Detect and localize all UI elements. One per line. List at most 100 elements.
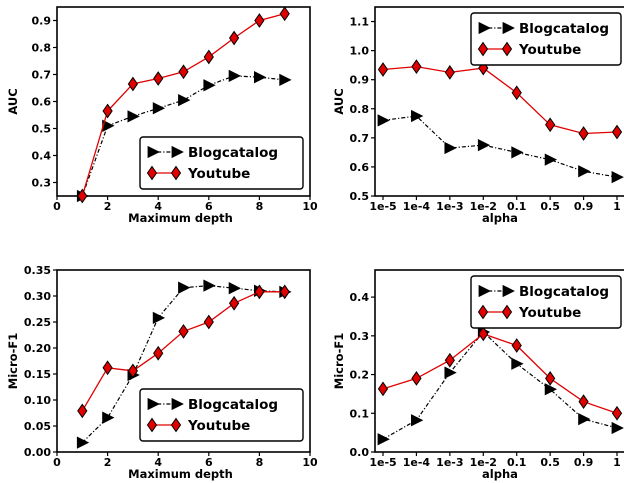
data-point-youtube — [228, 295, 240, 311]
legend-marker-blogcatalog — [147, 397, 160, 411]
data-point-youtube — [444, 65, 455, 80]
data-point-blogcatalog — [611, 170, 624, 184]
data-point-youtube — [228, 30, 240, 46]
y-tick-label: 0.30 — [24, 290, 51, 303]
data-point-blogcatalog — [228, 69, 241, 82]
data-point-youtube — [279, 6, 290, 22]
x-tick-label: 0.1 — [507, 456, 527, 469]
legend: Blogcatalog Youtube — [139, 136, 304, 190]
legend-marker-youtube — [501, 41, 513, 57]
series-line-blogcatalog — [382, 331, 618, 440]
data-point-youtube — [77, 403, 88, 419]
y-tick-label: 0.6 — [32, 96, 52, 109]
data-point-blogcatalog — [578, 165, 591, 178]
data-point-blogcatalog — [511, 357, 524, 370]
data-point-blogcatalog — [152, 311, 166, 324]
legend-marker-blogcatalog — [171, 145, 184, 159]
legend-marker-youtube — [501, 304, 513, 320]
x-axis-label: alpha — [482, 211, 518, 225]
y-tick-label: 0.4 — [350, 291, 370, 304]
data-point-youtube — [77, 188, 88, 204]
data-point-youtube — [254, 284, 265, 300]
series-line-youtube — [382, 65, 618, 135]
y-tick-label: 0.05 — [24, 420, 51, 433]
y-tick-label: 0.5 — [32, 123, 52, 136]
legend-marker-blogcatalog — [502, 284, 515, 298]
x-tick-label: 1 — [613, 200, 621, 213]
data-point-blogcatalog — [203, 79, 216, 92]
series-line-youtube — [382, 333, 618, 414]
legend-label-youtube: Youtube — [187, 418, 250, 434]
chart-panel-top-right-auc-alpha: 0.5 0.6 0.7 0.8 0.9 1.0 1.1 1e-5 1e-4 1e-3 1e-2 0.1… — [332, 6, 624, 225]
data-point-blogcatalog — [544, 383, 558, 396]
y-tick-label: 0.9 — [350, 74, 370, 87]
x-axis-label: Maximum depth — [128, 467, 233, 481]
legend-label-youtube: Youtube — [518, 305, 581, 321]
data-point-youtube — [545, 117, 556, 133]
legend-marker-blogcatalog — [502, 21, 515, 35]
chart-panel-top-left-auc-depth: 0.3 0.4 0.5 0.6 0.7 0.8 0.9 0 2 4 6 8 10 Maximum dept… — [6, 6, 318, 225]
data-point-youtube — [127, 76, 139, 92]
data-point-youtube — [611, 405, 623, 421]
legend-label-youtube: Youtube — [518, 42, 581, 58]
data-point-youtube — [377, 62, 389, 77]
legend-marker-youtube — [477, 41, 489, 57]
y-tick-label: 0.5 — [350, 190, 370, 203]
legend-marker-youtube — [146, 165, 158, 181]
x-tick-label: 2 — [104, 200, 112, 213]
legend-label-blogcatalog: Blogcatalog — [188, 145, 278, 161]
data-point-youtube — [611, 124, 623, 140]
y-axis-label: AUC — [6, 88, 20, 114]
x-tick-label: 1e-5 — [369, 456, 396, 469]
legend-label-blogcatalog: Blogcatalog — [519, 284, 609, 300]
legend-marker-youtube — [170, 417, 182, 433]
y-tick-label: 0.9 — [32, 15, 52, 28]
y-tick-label: 0.4 — [32, 150, 52, 163]
data-point-youtube — [411, 371, 422, 386]
legend-label-blogcatalog: Blogcatalog — [188, 397, 278, 413]
data-point-youtube — [178, 64, 189, 80]
x-tick-label: 4 — [154, 200, 162, 213]
legend-marker-youtube — [146, 417, 158, 433]
x-tick-label: 6 — [205, 456, 213, 469]
chart-panel-bottom-right-f1-alpha: 0.0 0.1 0.2 0.3 0.4 1e-5 1e-4 1e-3 1e-2 0.1 0.5 0.9… — [332, 269, 624, 481]
legend-box — [139, 388, 304, 442]
data-point-youtube — [102, 103, 113, 119]
x-tick-label: 0 — [53, 456, 61, 469]
x-tick-label: 0 — [53, 200, 61, 213]
data-point-youtube — [411, 59, 422, 74]
plot-frame — [374, 6, 624, 197]
data-point-blogcatalog — [511, 146, 524, 159]
data-point-youtube — [127, 363, 139, 379]
y-axis-label: AUC — [332, 88, 346, 114]
data-point-blogcatalog — [377, 114, 390, 127]
data-point-youtube — [102, 360, 113, 376]
legend-marker-blogcatalog — [147, 145, 160, 159]
legend-marker-youtube — [477, 304, 489, 320]
data-point-youtube — [377, 381, 389, 397]
data-point-youtube — [203, 49, 214, 65]
legend: Blogcatalog Youtube — [470, 12, 622, 66]
y-tick-label: 0.6 — [350, 161, 370, 174]
data-point-youtube — [578, 394, 589, 410]
y-tick-label: 0.00 — [24, 446, 51, 459]
x-tick-label: 8 — [256, 456, 264, 469]
data-point-blogcatalog — [411, 414, 424, 427]
y-tick-label: 0.10 — [24, 394, 51, 407]
data-point-youtube — [178, 323, 189, 339]
data-point-blogcatalog — [178, 281, 191, 294]
legend-marker-blogcatalog — [171, 397, 184, 411]
data-point-youtube — [444, 352, 455, 368]
y-tick-label: 0.20 — [24, 342, 51, 355]
x-tick-label: 2 — [104, 456, 112, 469]
data-point-youtube — [279, 284, 290, 300]
data-point-blogcatalog — [152, 102, 166, 115]
data-point-blogcatalog — [253, 71, 267, 84]
y-tick-label: 0.0 — [350, 446, 370, 459]
legend: Blogcatalog Youtube — [470, 275, 622, 329]
x-tick-label: 1e-4 — [403, 456, 431, 469]
x-axis-label: alpha — [482, 467, 518, 481]
x-tick-label: 0.9 — [574, 456, 594, 469]
data-point-youtube — [254, 13, 265, 28]
